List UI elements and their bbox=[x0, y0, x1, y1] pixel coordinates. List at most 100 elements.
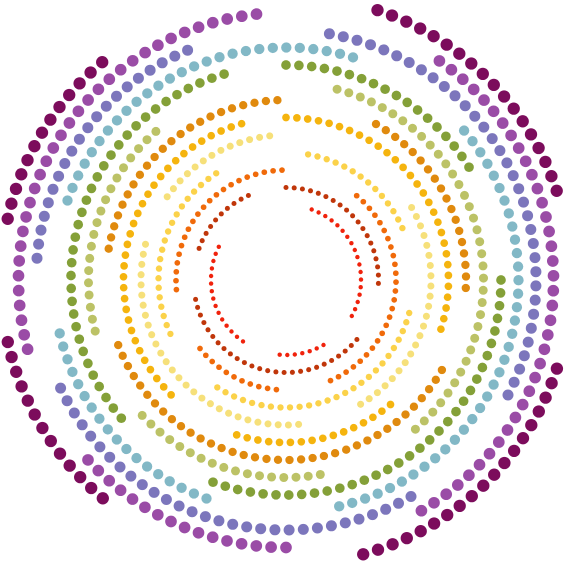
ring-dot bbox=[122, 305, 131, 314]
ring-dot bbox=[408, 203, 416, 212]
ring-dot bbox=[368, 78, 379, 89]
ring-dot bbox=[173, 268, 180, 275]
ring-dot bbox=[178, 203, 186, 210]
ring-dot bbox=[201, 493, 212, 504]
ring-dot bbox=[237, 119, 246, 128]
ring-dot bbox=[208, 151, 216, 159]
ring-dot bbox=[391, 50, 403, 62]
ring-dot bbox=[92, 172, 103, 182]
ring-dot bbox=[524, 128, 538, 141]
ring-dot bbox=[546, 255, 559, 267]
ring-dot bbox=[242, 469, 252, 479]
ring-dot bbox=[273, 96, 282, 105]
ring-dot bbox=[151, 126, 161, 136]
ring-dot bbox=[366, 205, 373, 212]
ring-dot bbox=[190, 188, 198, 195]
ring-dot bbox=[178, 521, 191, 534]
ring-dot bbox=[355, 254, 360, 260]
ring-dot bbox=[113, 211, 123, 220]
ring-dot bbox=[101, 392, 111, 403]
ring-dot bbox=[284, 421, 292, 429]
ring-dot bbox=[314, 346, 319, 351]
ring-dot bbox=[329, 218, 334, 223]
ring-dot bbox=[451, 479, 464, 491]
ring-dot bbox=[291, 185, 297, 191]
ring-dot bbox=[478, 261, 488, 271]
ring-dot bbox=[488, 170, 499, 181]
ring-dot bbox=[244, 416, 252, 424]
ring-dot bbox=[441, 159, 451, 169]
ring-dot bbox=[129, 219, 138, 228]
ring-dot bbox=[386, 314, 393, 320]
ring-dot bbox=[21, 343, 34, 356]
ring-dot bbox=[512, 288, 524, 299]
ring-dot bbox=[518, 196, 529, 208]
ring-dot bbox=[348, 342, 354, 349]
ring-dot bbox=[205, 175, 212, 183]
ring-dot bbox=[44, 113, 57, 126]
ring-dot bbox=[414, 525, 427, 538]
ring-dot bbox=[425, 251, 433, 259]
ring-dot bbox=[148, 331, 156, 339]
ring-dot bbox=[161, 96, 171, 107]
ring-dot bbox=[103, 474, 116, 487]
ring-dot bbox=[453, 47, 466, 60]
ring-dot bbox=[464, 162, 474, 173]
ring-dot bbox=[494, 182, 505, 194]
ring-dot bbox=[63, 117, 76, 129]
ring-dot bbox=[475, 147, 486, 158]
ring-dot bbox=[72, 105, 85, 118]
ring-dot bbox=[265, 541, 277, 553]
ring-dot bbox=[73, 170, 84, 181]
ring-dot bbox=[215, 405, 223, 413]
ring-dot bbox=[111, 90, 122, 102]
ring-dot bbox=[219, 69, 229, 79]
ring-dot bbox=[190, 388, 198, 396]
ring-dot bbox=[241, 521, 253, 533]
ring-dot bbox=[316, 210, 321, 215]
ring-dot bbox=[239, 450, 248, 460]
ring-dot bbox=[31, 252, 43, 264]
ring-dot bbox=[92, 218, 102, 228]
ring-dot bbox=[448, 169, 458, 179]
ring-dot bbox=[441, 508, 454, 522]
ring-dot bbox=[323, 156, 330, 163]
ring-dot bbox=[427, 272, 435, 280]
ring-dot bbox=[283, 184, 289, 191]
ring-dot bbox=[422, 312, 430, 320]
ring-dot bbox=[81, 195, 92, 206]
ring-dot bbox=[85, 481, 98, 495]
ring-dot bbox=[391, 297, 398, 303]
ring-dot bbox=[490, 326, 500, 336]
ring-dot bbox=[231, 200, 237, 207]
ring-dot bbox=[483, 447, 496, 460]
ring-dot bbox=[373, 256, 379, 262]
ring-dot bbox=[305, 402, 313, 409]
ring-dot bbox=[173, 277, 179, 284]
ring-dot bbox=[395, 336, 402, 343]
ring-dot bbox=[1, 212, 14, 225]
ring-dot bbox=[246, 136, 254, 144]
ring-dot bbox=[514, 363, 526, 375]
ring-7 bbox=[104, 96, 471, 465]
ring-dot bbox=[44, 434, 57, 448]
ring-dot bbox=[138, 291, 146, 299]
ring-dot bbox=[114, 461, 126, 473]
ring-dot bbox=[234, 413, 242, 421]
ring-dot bbox=[385, 235, 391, 242]
ring-dot bbox=[70, 232, 81, 243]
ring-dot bbox=[206, 197, 213, 204]
ring-dot bbox=[144, 64, 156, 76]
ring-dot bbox=[470, 333, 480, 343]
ring-dot bbox=[169, 50, 181, 62]
ring-dot bbox=[501, 424, 514, 436]
ring-dot bbox=[275, 438, 284, 447]
ring-dot bbox=[365, 39, 376, 51]
ring-dot bbox=[294, 42, 305, 54]
ring-dot bbox=[415, 443, 425, 454]
ring-dot bbox=[98, 160, 109, 171]
ring-dot bbox=[176, 129, 185, 139]
ring-dot bbox=[186, 428, 195, 437]
ring-dot bbox=[459, 190, 470, 200]
ring-dot bbox=[123, 240, 132, 249]
